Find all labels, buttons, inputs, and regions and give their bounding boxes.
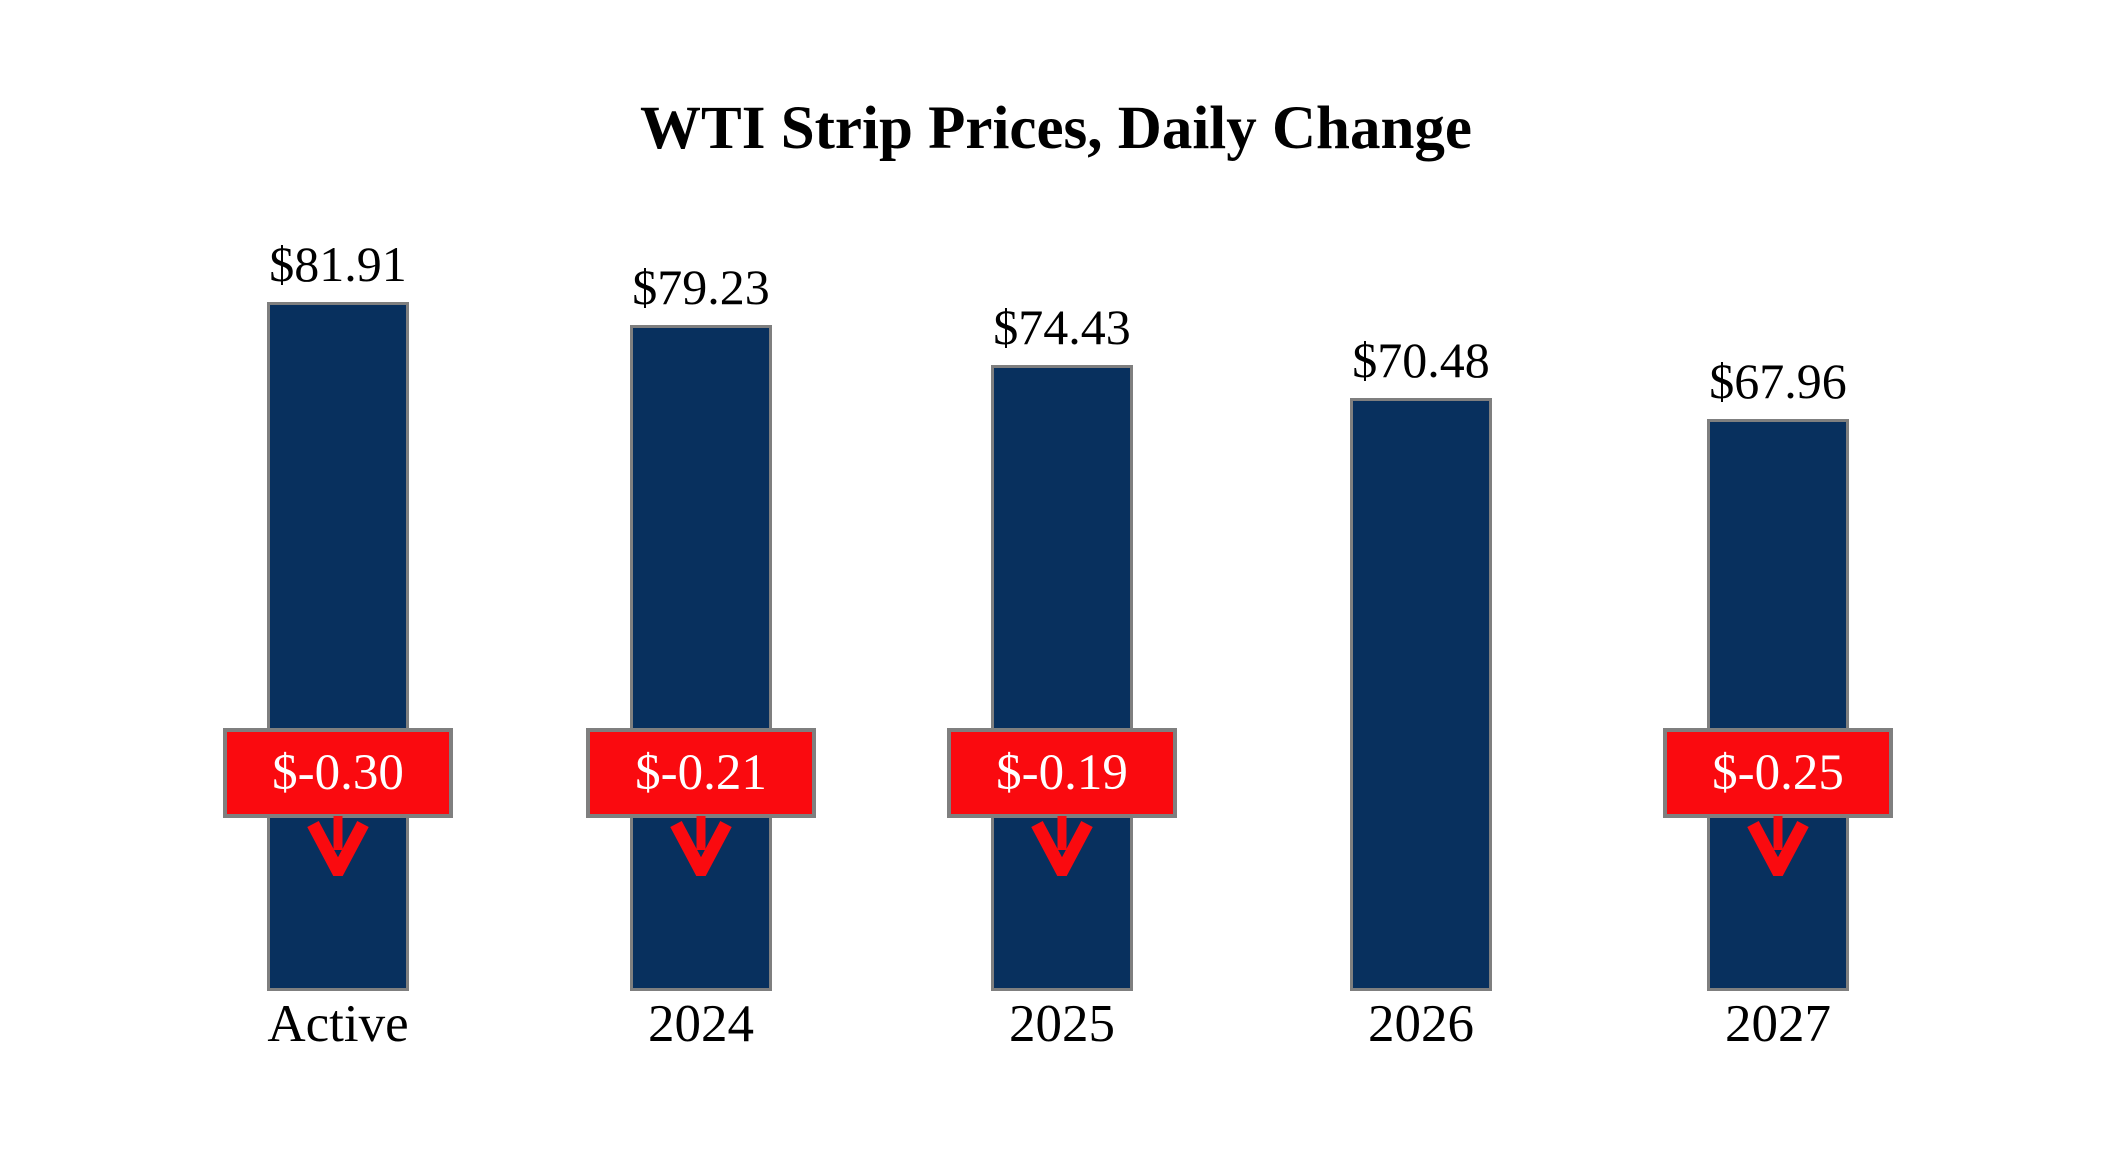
down-arrow-icon: [306, 816, 370, 885]
change-badge: $-0.25: [1663, 728, 1893, 818]
category-label: 2024: [648, 995, 754, 1053]
change-badge: $-0.19: [947, 728, 1177, 818]
bar: [1707, 419, 1849, 991]
bar-value-label: $70.48: [1352, 332, 1490, 388]
category-label: 2025: [1009, 995, 1115, 1053]
category-label: Active: [267, 995, 409, 1053]
bar: [1350, 398, 1492, 991]
bar: [630, 325, 772, 991]
down-arrow-icon: [1030, 816, 1094, 885]
bar-value-label: $81.91: [269, 236, 407, 292]
change-badge-label: $-0.21: [635, 745, 767, 801]
bar-value-label: $67.96: [1709, 353, 1847, 409]
chart-title: WTI Strip Prices, Daily Change: [640, 95, 1472, 162]
down-arrow-icon: [1746, 816, 1810, 885]
category-label: 2027: [1725, 995, 1831, 1053]
change-badge: $-0.30: [223, 728, 453, 818]
bar: [991, 365, 1133, 991]
down-arrow-icon: [669, 816, 733, 885]
change-badge-label: $-0.19: [996, 745, 1128, 801]
bar-value-label: $74.43: [993, 299, 1131, 355]
bar-value-label: $79.23: [632, 259, 770, 315]
bar: [267, 302, 409, 991]
change-badge: $-0.21: [586, 728, 816, 818]
change-badge-label: $-0.25: [1712, 745, 1844, 801]
change-badge-label: $-0.30: [272, 745, 404, 801]
category-label: 2026: [1368, 995, 1474, 1053]
